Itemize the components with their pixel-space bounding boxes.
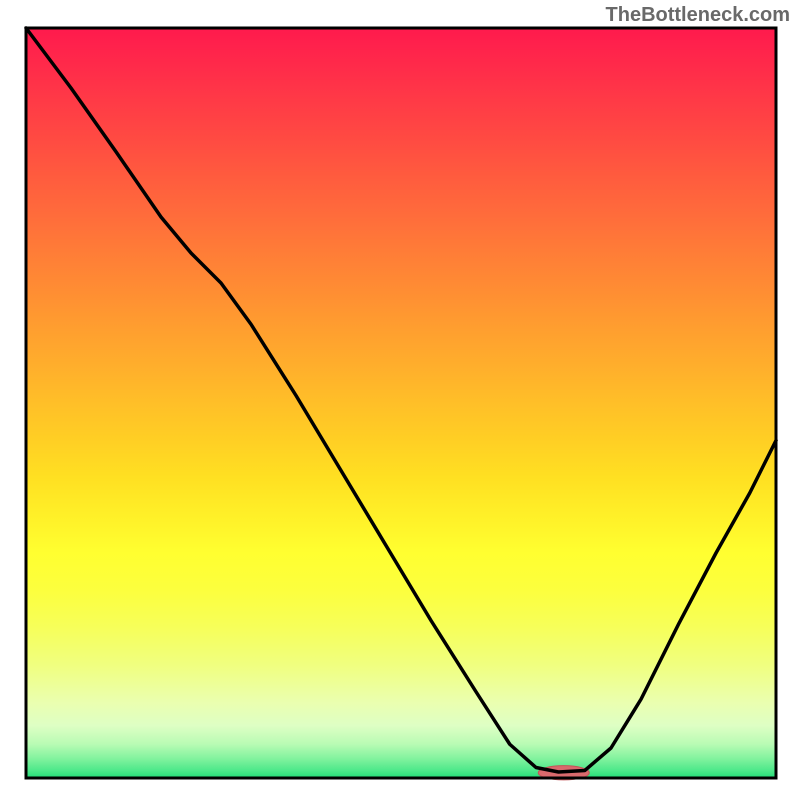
chart-root: TheBottleneck.com <box>0 0 800 800</box>
watermark-text: TheBottleneck.com <box>606 4 790 27</box>
gradient-background <box>26 28 776 778</box>
chart-svg <box>0 0 800 800</box>
